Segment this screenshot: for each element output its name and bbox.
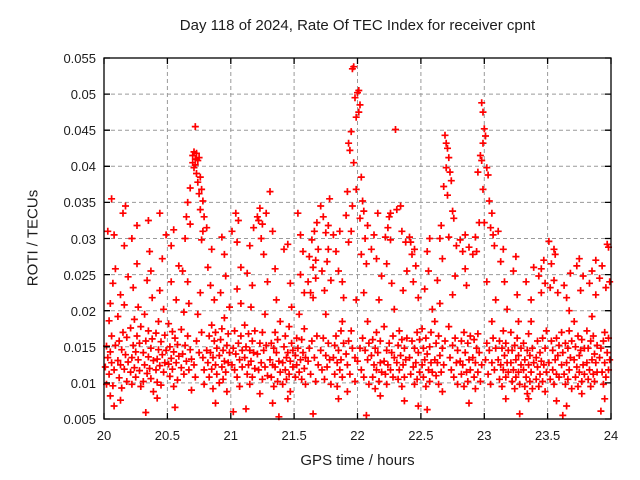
x-tick-label: 20.5 (154, 428, 181, 443)
x-tick-label: 23.5 (534, 428, 561, 443)
plot-border (103, 57, 612, 420)
y-tick-label: 0.025 (63, 267, 96, 283)
x-tick-label: 24 (603, 428, 619, 443)
y-tick-label: 0.01 (70, 375, 96, 391)
x-tick-label: 20 (96, 428, 112, 443)
y-tick-label: 0.015 (63, 339, 96, 355)
x-tick-label: 22 (350, 428, 365, 443)
y-tick-label: 0.055 (63, 51, 96, 66)
chart-title: Day 118 of 2024, Rate Of TEC Index for r… (179, 17, 536, 34)
x-tick-label: 22.5 (408, 428, 434, 443)
y-tick-label: 0.03 (70, 231, 96, 247)
y-tick-label: 0.005 (63, 412, 96, 427)
y-tick-label: 0.02 (70, 303, 96, 319)
x-tick-label: 21 (223, 428, 238, 443)
y-tick-label: 0.04 (70, 159, 96, 175)
y-tick-label: 0.035 (63, 195, 96, 211)
scatter-points (101, 63, 614, 421)
y-tick-label: 0.045 (63, 123, 96, 139)
x-tick-label: 23 (477, 428, 492, 443)
x-axis-title: GPS time / hours (300, 452, 415, 469)
y-tick-label: 0.05 (70, 87, 96, 103)
x-tick-label: 21.5 (281, 428, 307, 443)
